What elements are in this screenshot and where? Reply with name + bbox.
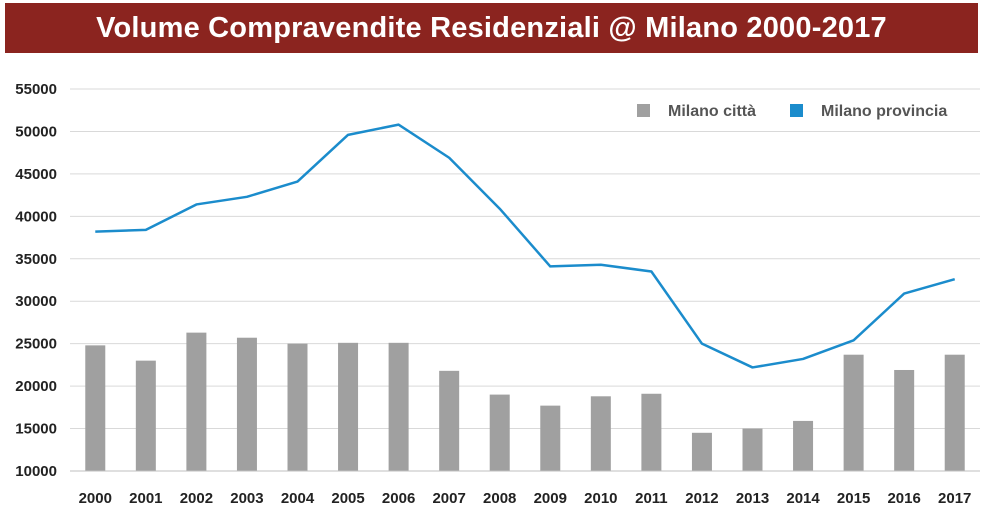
bar-2002 (186, 332, 207, 471)
bar-2009 (540, 405, 561, 471)
x-tick-label: 2016 (887, 490, 920, 507)
bar-series-milano-citta (85, 332, 965, 471)
y-tick-label: 35000 (15, 251, 57, 268)
legend-label-milano-citta: Milano città (668, 103, 756, 120)
bar-2012 (691, 432, 712, 471)
bar-2004 (287, 343, 308, 471)
y-tick-label: 45000 (15, 166, 57, 183)
y-tick-label: 50000 (15, 123, 57, 140)
y-tick-label: 10000 (15, 463, 57, 480)
x-tick-label: 2010 (584, 490, 617, 507)
legend-swatch-milano-citta (637, 104, 650, 117)
x-tick-label: 2014 (786, 490, 820, 507)
y-tick-label: 55000 (15, 81, 57, 98)
x-tick-label: 2008 (483, 490, 516, 507)
x-tick-label: 2012 (685, 490, 718, 507)
x-tick-label: 2013 (736, 490, 769, 507)
x-tick-label: 2000 (79, 490, 112, 507)
legend: Milano città Milano provincia (637, 103, 947, 120)
x-tick-label: 2003 (230, 490, 263, 507)
y-tick-label: 20000 (15, 378, 57, 395)
x-tick-label: 2011 (635, 490, 668, 507)
bar-2008 (489, 394, 510, 471)
bar-2013 (742, 428, 763, 471)
line-series-milano-provincia (95, 123, 956, 369)
bar-2006 (388, 342, 409, 471)
bar-2015 (843, 354, 864, 471)
x-tick-label: 2015 (837, 490, 870, 507)
x-tick-label: 2007 (432, 490, 465, 507)
axes: 10000 15000 20000 25000 30000 35000 40000 45000… (15, 81, 980, 507)
bar-2010 (590, 396, 611, 471)
y-tick-label: 15000 (15, 421, 57, 438)
x-tick-label: 2006 (382, 490, 415, 507)
x-tick-label: 2002 (180, 490, 213, 507)
bar-2003 (236, 337, 257, 471)
chart-title: Volume Compravendite Residenziali @ Mila… (5, 3, 978, 53)
y-tick-label: 25000 (15, 336, 57, 353)
bar-2001 (135, 360, 156, 471)
legend-swatch-milano-provincia (790, 104, 803, 117)
bar-2000 (85, 345, 106, 471)
legend-label-milano-provincia: Milano provincia (821, 103, 947, 120)
y-tick-label: 30000 (15, 293, 57, 310)
line-milano-provincia (95, 123, 956, 369)
x-tick-label: 2005 (331, 490, 364, 507)
bar-2007 (439, 370, 460, 471)
bar-2017 (944, 354, 965, 471)
x-tick-label: 2001 (129, 490, 162, 507)
bar-2014 (793, 420, 814, 471)
y-tick-label: 40000 (15, 208, 57, 225)
bar-2011 (641, 393, 662, 471)
x-tick-label: 2004 (281, 490, 315, 507)
x-tick-label: 2017 (938, 490, 971, 507)
bar-2016 (894, 369, 915, 471)
x-tick-label: 2009 (534, 490, 567, 507)
gridlines (70, 88, 980, 472)
bar-2005 (338, 342, 359, 471)
